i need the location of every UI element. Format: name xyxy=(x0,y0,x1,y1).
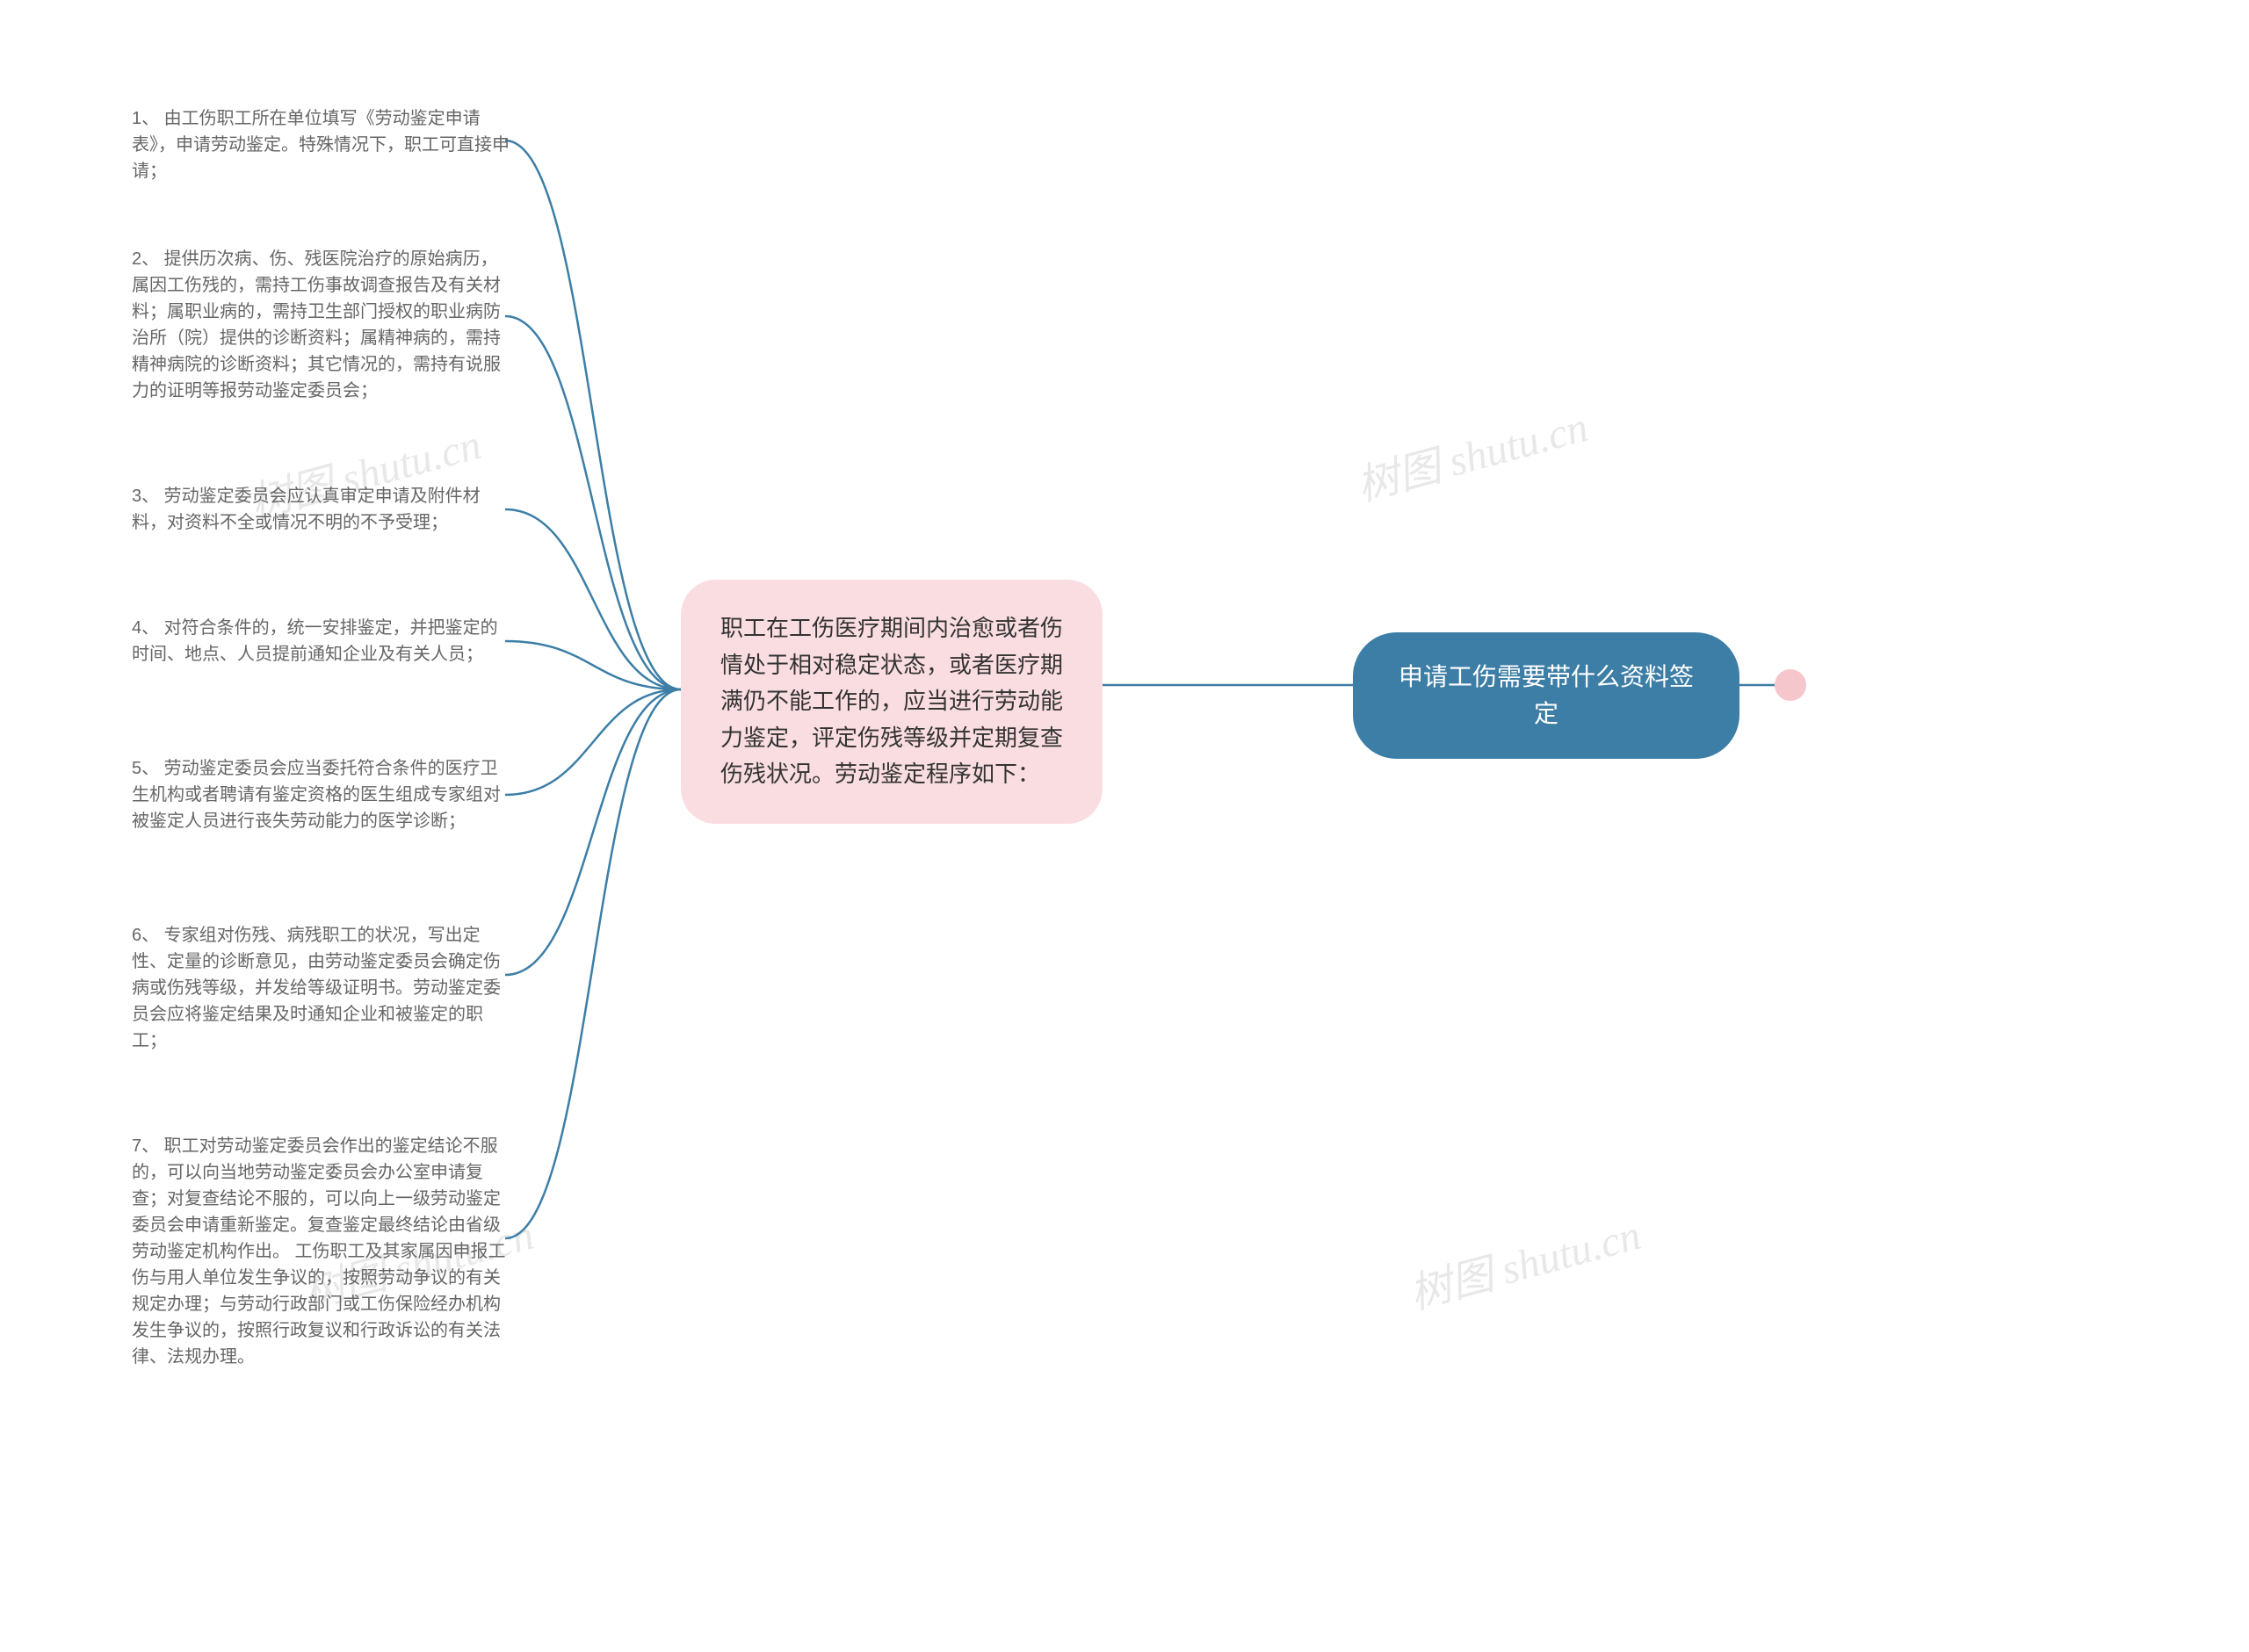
root-node[interactable]: 申请工伤需要带什么资料签定 xyxy=(1353,632,1739,759)
level1-node[interactable]: 职工在工伤医疗期间内治愈或者伤情处于相对稳定状态，或者医疗期满仍不能工作的，应当… xyxy=(681,580,1103,824)
leaf-node-2[interactable]: 2、 提供历次病、伤、残医院治疗的原始病历，属因工伤残的，需持工伤事故调查报告及… xyxy=(132,246,510,404)
connector-fan xyxy=(505,0,685,1405)
leaf-node-6[interactable]: 6、 专家组对伤残、病残职工的状况，写出定性、定量的诊断意见，由劳动鉴定委员会确… xyxy=(132,922,510,1054)
watermark: 树图 shutu.cn xyxy=(1349,392,1594,512)
root-label: 申请工伤需要带什么资料签定 xyxy=(1399,663,1694,727)
leaf-text: 4、 对符合条件的，统一安排鉴定，并把鉴定的时间、地点、人员提前通知企业及有关人… xyxy=(132,618,498,664)
leaf-node-4[interactable]: 4、 对符合条件的，统一安排鉴定，并把鉴定的时间、地点、人员提前通知企业及有关人… xyxy=(132,615,510,667)
leaf-text: 1、 由工伤职工所在单位填写《劳动鉴定申请表》，申请劳动鉴定。特殊情况下，职工可… xyxy=(132,109,510,181)
leaf-text: 6、 专家组对伤残、病残职工的状况，写出定性、定量的诊断意见，由劳动鉴定委员会确… xyxy=(132,926,501,1050)
leaf-node-1[interactable]: 1、 由工伤职工所在单位填写《劳动鉴定申请表》，申请劳动鉴定。特殊情况下，职工可… xyxy=(132,105,510,184)
leaf-text: 2、 提供历次病、伤、残医院治疗的原始病历，属因工伤残的，需持工伤事故调查报告及… xyxy=(132,249,501,400)
mindmap-container: 树图 shutu.cn 树图 shutu.cn 树图 shutu.cn 树图 s… xyxy=(0,0,2249,1652)
leaf-text: 5、 劳动鉴定委员会应当委托符合条件的医疗卫生机构或者聘请有鉴定资格的医生组成专… xyxy=(132,759,501,831)
root-dot[interactable] xyxy=(1775,669,1806,701)
connector-root-level1 xyxy=(1103,681,1353,689)
leaf-node-3[interactable]: 3、 劳动鉴定委员会应认真审定申请及附件材料，对资料不全或情况不明的不予受理； xyxy=(132,483,510,536)
leaf-node-7[interactable]: 7、 职工对劳动鉴定委员会作出的鉴定结论不服的，可以向当地劳动鉴定委员会办公室申… xyxy=(132,1133,510,1370)
watermark: 树图 shutu.cn xyxy=(1402,1200,1646,1320)
level1-label: 职工在工伤医疗期间内治愈或者伤情处于相对稳定状态，或者医疗期满仍不能工作的，应当… xyxy=(720,615,1063,787)
leaf-text: 7、 职工对劳动鉴定委员会作出的鉴定结论不服的，可以向当地劳动鉴定委员会办公室申… xyxy=(132,1136,506,1367)
leaf-text: 3、 劳动鉴定委员会应认真审定申请及附件材料，对资料不全或情况不明的不予受理； xyxy=(132,487,481,532)
leaf-node-5[interactable]: 5、 劳动鉴定委员会应当委托符合条件的医疗卫生机构或者聘请有鉴定资格的医生组成专… xyxy=(132,755,510,834)
